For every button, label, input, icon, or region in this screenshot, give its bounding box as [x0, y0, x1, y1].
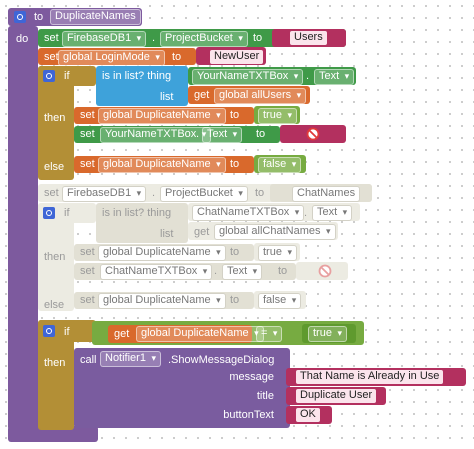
block-label: .	[304, 207, 308, 219]
block-label: is in list? thing	[102, 207, 172, 219]
text-field: OK	[296, 408, 320, 422]
dropdown-field[interactable]: Text	[202, 127, 243, 143]
block-label: if	[64, 70, 70, 82]
block-label: else	[44, 299, 65, 311]
block-label: do	[16, 33, 29, 45]
block-label: DuplicateNames	[50, 9, 141, 25]
dropdown-field[interactable]: YourNameTXTBox	[100, 127, 212, 143]
mutator-icon[interactable]	[43, 207, 55, 219]
block-label: call	[80, 354, 97, 366]
dropdown-field[interactable]: global DuplicateName	[98, 245, 226, 261]
block-label: if	[64, 326, 70, 338]
block-label: set	[80, 265, 95, 277]
block-label: else	[44, 161, 65, 173]
empty-text-icon-svg	[318, 264, 332, 278]
block-label: then	[44, 112, 66, 124]
dropdown-field[interactable]: true	[258, 245, 297, 261]
block-label: then	[44, 251, 66, 263]
mutator-icon[interactable]	[14, 11, 26, 23]
block-label: .	[306, 70, 310, 82]
block-label: to	[230, 294, 240, 306]
block-label: .	[152, 32, 156, 44]
dropdown-field[interactable]: ProjectBucket	[160, 31, 248, 47]
dropdown-field[interactable]: Text	[222, 264, 263, 280]
block-label: set	[80, 128, 95, 140]
block-label: to	[255, 187, 265, 199]
dropdown-field[interactable]: ChatNameTXTBox	[100, 264, 213, 280]
dropdown-field[interactable]: global DuplicateName	[98, 293, 226, 309]
block-label: set	[80, 109, 95, 121]
text-field: Users	[290, 31, 327, 45]
procedure-footer	[8, 426, 98, 442]
dropdown-field[interactable]: false	[258, 157, 302, 173]
mutator-icon[interactable]	[43, 70, 55, 82]
dropdown-field[interactable]: true	[308, 326, 347, 342]
dropdown-field[interactable]: global DuplicateName	[98, 157, 226, 173]
dropdown-field[interactable]: ProjectBucket	[160, 186, 248, 202]
dropdown-field[interactable]: =	[256, 326, 283, 342]
dropdown-field[interactable]: false	[258, 293, 302, 309]
block-label: to	[34, 11, 44, 23]
block-label: set	[44, 187, 59, 199]
dropdown-field[interactable]: global DuplicateName	[136, 326, 264, 342]
procedure-header	[8, 8, 142, 26]
block-label: set	[44, 32, 59, 44]
block-label: to	[172, 51, 182, 63]
block-label: to	[230, 158, 240, 170]
dropdown-field[interactable]: global DuplicateName	[98, 108, 226, 124]
block-label: set	[80, 294, 95, 306]
mutator-icon[interactable]	[43, 325, 55, 337]
dropdown-field[interactable]: YourNameTXTBox	[192, 69, 304, 85]
block-label: to	[253, 32, 263, 44]
is-in-list-block	[96, 66, 188, 106]
block-label: set	[80, 246, 95, 258]
text-field: That Name is Already in Use	[296, 370, 444, 384]
block-label: message	[229, 371, 274, 383]
empty-text-icon	[306, 127, 320, 146]
block-label: list	[160, 91, 174, 103]
block-label: to	[230, 109, 240, 121]
block-label: if	[64, 207, 70, 219]
block-label: get	[194, 226, 210, 238]
dropdown-field[interactable]: FirebaseDB1	[62, 31, 147, 47]
block-label: title	[256, 390, 274, 402]
block-label: .	[214, 265, 218, 277]
dropdown-field[interactable]: true	[258, 108, 297, 124]
block-label: get	[194, 89, 210, 101]
empty-text-icon	[318, 264, 332, 283]
dropdown-field[interactable]: ChatNameTXTBox	[192, 205, 305, 221]
block-label: .ShowMessageDialog	[168, 354, 275, 366]
text-field: ChatNames	[292, 186, 361, 202]
block-label: to	[256, 128, 266, 140]
dropdown-field[interactable]: Text	[312, 205, 353, 221]
block-label: list	[160, 228, 174, 240]
disabled-list-block	[96, 203, 188, 243]
dropdown-field[interactable]: Notifier1	[100, 351, 161, 367]
block-label: .	[152, 187, 156, 199]
block-label: buttonText	[223, 409, 274, 421]
empty-text-icon-svg	[306, 127, 320, 141]
procedure-body	[8, 26, 38, 430]
block-label: then	[44, 357, 66, 369]
dropdown-field[interactable]: Text	[314, 69, 355, 85]
block-label: .	[196, 128, 200, 140]
block-label: set	[44, 51, 59, 63]
dropdown-field[interactable]: FirebaseDB1	[62, 186, 147, 202]
text-field: Duplicate User	[296, 389, 377, 403]
dropdown-field[interactable]: global allUsers	[214, 88, 307, 104]
block-label: get	[114, 328, 130, 340]
block-label: to	[230, 246, 240, 258]
block-label: is in list? thing	[102, 70, 172, 82]
dropdown-field[interactable]: global LoginMode	[58, 50, 165, 66]
block-label: to	[278, 265, 288, 277]
dropdown-field[interactable]: global allChatNames	[214, 224, 336, 240]
text-field: NewUser	[210, 50, 264, 64]
block-label: set	[80, 158, 95, 170]
